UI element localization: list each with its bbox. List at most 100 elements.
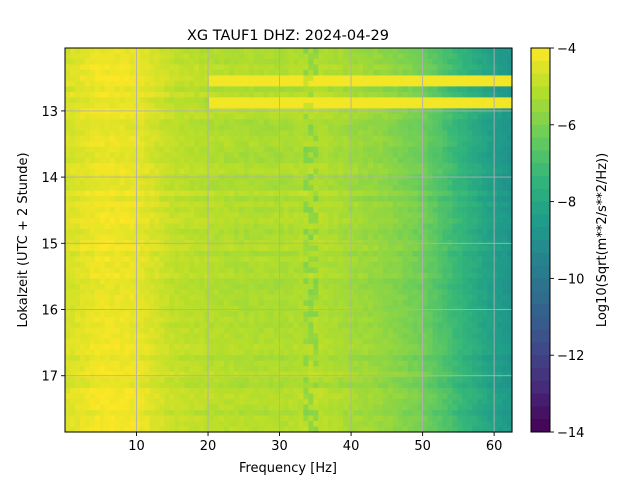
spectrogram-cell [343, 130, 349, 137]
spectrogram-cell [209, 283, 215, 290]
spectrogram-cell [159, 69, 165, 77]
spectrogram-cell [492, 338, 498, 345]
spectrogram-cell [372, 250, 379, 258]
spectrogram-cell [89, 283, 96, 290]
spectrogram-cell [238, 261, 245, 269]
spectrogram-cell [338, 113, 344, 120]
spectrogram-cell [74, 207, 81, 214]
spectrogram-cell [497, 141, 503, 148]
spectrogram-cell [189, 250, 195, 258]
spectrogram-cell [507, 278, 513, 285]
spectrogram-cell [228, 146, 235, 153]
spectrogram-cell [298, 135, 304, 142]
spectrogram-cell [209, 163, 215, 170]
spectrogram-cell [238, 146, 245, 153]
spectrogram-cell [144, 245, 151, 252]
spectrogram-cell [223, 305, 230, 312]
spectrogram-cell [194, 234, 200, 241]
spectrogram-cell [238, 97, 245, 104]
spectrogram-cell [204, 333, 210, 340]
spectrogram-cell [338, 141, 344, 148]
spectrogram-cell [363, 64, 369, 71]
spectrogram-cell [74, 218, 81, 225]
spectrogram-cell [209, 69, 215, 77]
spectrogram-cell [358, 102, 364, 109]
spectrogram-cell [199, 64, 205, 71]
spectrogram-cell [189, 223, 195, 230]
spectrogram-cell [169, 278, 175, 285]
spectrogram-cell [99, 168, 106, 175]
spectrogram-cell [169, 207, 175, 214]
spectrogram-cell [402, 218, 409, 225]
spectrogram-cell [99, 316, 106, 323]
spectrogram-cell [109, 185, 116, 192]
spectrogram-cell [372, 48, 379, 55]
spectrogram-cell [288, 294, 295, 301]
spectrogram-cell [502, 316, 508, 323]
spectrogram-cell [174, 196, 180, 203]
spectrogram-cell [109, 229, 116, 236]
spectrogram-cell [283, 289, 290, 296]
spectrogram-cell [432, 168, 439, 175]
spectrogram-cell [333, 333, 339, 340]
spectrogram-cell [372, 338, 379, 345]
spectrogram-cell [328, 201, 334, 208]
spectrogram-cell [278, 201, 285, 208]
spectrogram-cell [278, 338, 285, 345]
spectrogram-cell [184, 283, 190, 290]
spectrogram-cell [199, 185, 205, 192]
spectrogram-cell [109, 157, 116, 164]
spectrogram-cell [497, 333, 503, 340]
spectrogram-cell [303, 207, 309, 214]
spectrogram-cell [372, 185, 379, 192]
spectrogram-cell [99, 53, 106, 60]
spectrogram-cell [353, 102, 359, 109]
spectrogram-cell [174, 305, 180, 312]
spectrogram-cell [467, 102, 473, 109]
spectrogram-cell [223, 245, 230, 252]
spectrogram-cell [447, 157, 453, 164]
spectrogram-cell [457, 196, 463, 203]
spectrogram-cell [308, 311, 314, 318]
spectrogram-cell [273, 102, 280, 109]
spectrogram-cell [263, 333, 270, 340]
spectrogram-cell [497, 212, 503, 219]
spectrogram-cell [278, 157, 285, 164]
spectrogram-cell [318, 272, 324, 279]
spectrogram-cell [169, 69, 175, 77]
spectrogram-cell [124, 349, 131, 356]
spectrogram-cell [417, 185, 424, 192]
spectrogram-cell [214, 119, 220, 126]
spectrogram-cell [308, 278, 314, 285]
spectrogram-cell [442, 344, 449, 351]
spectrogram-cell [422, 223, 429, 230]
spectrogram-cell [353, 64, 359, 71]
spectrogram-cell [65, 250, 71, 258]
spectrogram-cell [452, 69, 458, 77]
spectrogram-cell [84, 223, 91, 230]
spectrogram-cell [397, 338, 404, 345]
spectrogram-cell [402, 245, 409, 252]
spectrogram-cell [328, 267, 334, 274]
spectrogram-cell [462, 261, 468, 269]
spectrogram-cell [313, 179, 319, 186]
spectrogram-cell [507, 130, 513, 137]
spectrogram-cell [392, 102, 399, 109]
spectrogram-cell [129, 283, 136, 290]
spectrogram-cell [243, 196, 250, 203]
spectrogram-cell [367, 289, 374, 296]
spectrogram-cell [124, 305, 131, 312]
spectrogram-cell [452, 135, 458, 142]
spectrogram-cell [124, 322, 131, 329]
spectrogram-cell [477, 223, 483, 230]
spectrogram-cell [402, 185, 409, 192]
spectrogram-cell [283, 316, 290, 323]
spectrogram-cell [164, 327, 170, 334]
spectrogram-cell [392, 256, 399, 263]
spectrogram-cell [298, 157, 304, 164]
spectrogram-cell [94, 250, 101, 258]
spectrogram-cell [263, 69, 270, 77]
spectrogram-cell [209, 97, 215, 104]
spectrogram-cell [502, 190, 508, 197]
spectrogram-cell [268, 124, 275, 131]
